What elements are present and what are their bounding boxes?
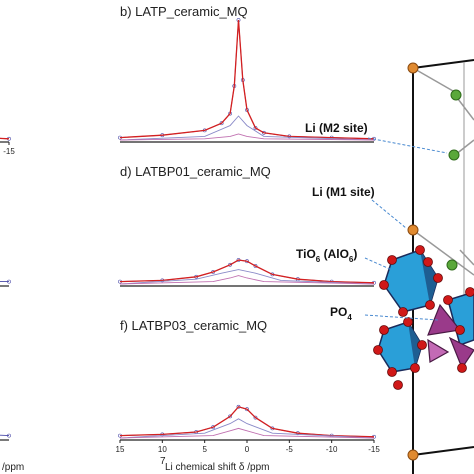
spectrum-panel <box>0 433 11 441</box>
label-li-m1: Li (M1 site) <box>312 185 375 199</box>
oxygen-atom <box>465 287 474 297</box>
x-tick-label: 0 <box>245 445 250 454</box>
spectrum-panel: 15 10 5 0 -5 -10 -15 <box>116 404 380 454</box>
panel-b-title: b) LATP_ceramic_MQ <box>120 4 248 19</box>
oxygen-atom <box>379 325 389 335</box>
series-line <box>119 275 375 285</box>
x-tick-label: 15 <box>116 445 125 454</box>
arrow-po4 <box>364 314 439 321</box>
data-point <box>253 126 258 130</box>
oxygen-atom <box>425 300 435 310</box>
x-tick-label: -10 <box>326 445 338 454</box>
data-point <box>7 433 11 438</box>
x-tick-label: -5 <box>286 445 294 454</box>
oxygen-atom <box>417 340 427 350</box>
spectrum-panel <box>118 258 376 287</box>
series-line <box>119 133 375 141</box>
spectrum-panel <box>118 18 376 143</box>
li-m2-atom <box>446 259 458 271</box>
data-point <box>253 415 258 420</box>
arrow-li-m2 <box>367 137 448 154</box>
li-m2-atom <box>450 89 462 101</box>
x-axis-label: Li chemical shift δ /ppm <box>165 462 270 473</box>
oxygen-atom <box>373 345 383 355</box>
arrow-li-m1 <box>371 199 407 229</box>
oxygen-atom <box>423 257 433 267</box>
bond <box>412 67 461 96</box>
po4-tetrahedron <box>427 338 450 363</box>
oxygen-atom <box>398 307 408 317</box>
x-tick-label: -15 <box>368 445 380 454</box>
po4-tetrahedron <box>427 303 462 336</box>
oxygen-atom <box>387 255 397 265</box>
oxygen-atom <box>387 367 397 377</box>
li-m2-atom <box>448 149 460 161</box>
li-m1-atom <box>407 224 419 236</box>
x-axis-label-left: /ppm <box>2 462 24 473</box>
panel-f-title: f) LATBP03_ceramic_MQ <box>120 318 267 333</box>
spectrum-panel: -15 <box>0 136 15 156</box>
x-tick-label: 10 <box>158 445 167 454</box>
x-axis-label-superscript: 7 <box>160 456 166 467</box>
tio6-octahedron-shade <box>408 322 422 368</box>
cell-edge-bottom <box>412 446 474 456</box>
oxygen-atom <box>379 280 389 290</box>
series-line <box>119 19 375 140</box>
label-li-m2: Li (M2 site) <box>305 121 368 135</box>
series-line <box>119 406 375 438</box>
oxygen-atom <box>433 273 443 283</box>
oxygen-atom <box>457 363 467 373</box>
data-point <box>253 264 258 268</box>
bond <box>459 249 474 266</box>
series-line <box>119 418 375 439</box>
x-tick-label: 5 <box>202 445 207 454</box>
panel-d-title: d) LATBP01_ceramic_MQ <box>120 164 271 179</box>
series-line <box>119 259 375 284</box>
bond <box>412 229 474 276</box>
oxygen-atom <box>410 363 420 373</box>
data-point <box>228 414 233 419</box>
oxygen-atom <box>415 245 425 255</box>
series-line <box>119 427 375 439</box>
crystal-structure: Li (M2 site) Li (M1 site) TiO6 (AlO6) PO… <box>296 59 474 474</box>
x-tick-label: -15 <box>3 147 15 156</box>
label-po4: PO4 <box>330 305 352 322</box>
label-tio6: TiO6 (AlO6) <box>296 247 357 264</box>
po4-tetrahedron <box>448 336 474 370</box>
oxygen-atom <box>455 325 465 335</box>
oxygen-atom <box>403 317 413 327</box>
series-line <box>119 269 375 285</box>
li-m1-atom <box>407 62 419 74</box>
series-line <box>119 115 375 141</box>
oxygen-atom <box>443 295 453 305</box>
oxygen-atom <box>393 380 403 390</box>
series-line <box>119 406 375 438</box>
cell-edge-top <box>412 59 474 69</box>
spectrum-panel <box>0 279 11 287</box>
spectra-panels: -15 15 10 5 0 -5 -10 -15 <box>0 18 380 454</box>
li-m1-atom <box>407 449 419 461</box>
data-point <box>7 279 11 284</box>
